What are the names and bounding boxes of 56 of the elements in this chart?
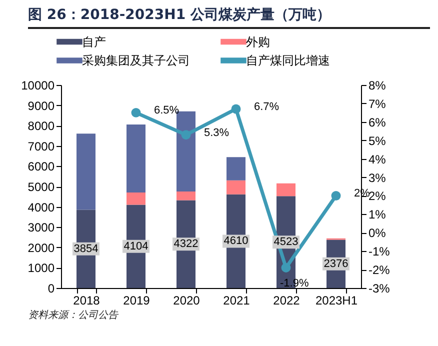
x-tick-label: 2022	[273, 294, 300, 308]
y2-tick-label: 0%	[368, 226, 386, 240]
data-label: 4322	[174, 238, 198, 250]
y-tick-label: 0	[48, 282, 55, 296]
bar	[176, 192, 196, 200]
y2-tick-label: 4%	[368, 152, 386, 166]
y2-tick-label: 7%	[368, 96, 386, 111]
data-label: 5.3%	[204, 126, 230, 139]
x-tick-label: 2018	[73, 294, 100, 308]
y-tick-label: 3000	[28, 220, 55, 235]
y2-tick-label: 6%	[368, 115, 386, 130]
point	[181, 130, 191, 140]
data-label: 4523	[274, 236, 298, 248]
data-label: 4610	[224, 235, 248, 248]
legend-label: 采购集团及其子公司	[82, 54, 190, 68]
data-label: 2376	[324, 258, 348, 270]
bar	[76, 134, 96, 210]
bar	[126, 124, 146, 193]
bar	[226, 180, 246, 194]
data-label: 4104	[124, 240, 148, 252]
y-tick-label: 7000	[28, 139, 55, 154]
y2-tick-label: 3%	[368, 170, 386, 185]
y-tick-label: 6000	[28, 160, 55, 174]
y-tick-label: 4000	[28, 200, 55, 214]
bar	[226, 157, 246, 180]
bar	[276, 183, 296, 196]
point	[281, 262, 291, 272]
x-tick-label: 2019	[123, 294, 150, 308]
y-tick-label: 9000	[28, 98, 55, 113]
legend-label: 自产	[82, 34, 106, 49]
x-tick-label: 2020	[173, 294, 200, 308]
point	[231, 104, 241, 114]
y2-tick-label: 5%	[368, 134, 386, 148]
chart-title: 图 26：2018-2023H1 公司煤炭产量（万吨）	[28, 6, 430, 29]
data-label: 6.5%	[154, 104, 180, 117]
point	[331, 190, 341, 200]
y2-tick-label: -1%	[368, 244, 390, 259]
y-tick-label: 8000	[28, 119, 55, 134]
point	[131, 108, 141, 118]
legend-label: 自产煤同比增速	[246, 54, 330, 68]
y2-tick-label: 1%	[368, 208, 386, 222]
x-tick-label: 2021	[223, 294, 250, 308]
data-label: 6.7%	[254, 100, 280, 113]
text: 资料来源：公司公告	[28, 308, 120, 322]
data-label: 3854	[74, 242, 98, 255]
y-tick-label: 1000	[28, 261, 55, 276]
y-tick-label: 10000	[21, 78, 55, 92]
x-tick-label: 2023H1	[315, 294, 358, 308]
y-tick-label: 2000	[28, 240, 55, 255]
legend-label: 外购	[246, 34, 270, 49]
y2-tick-label: 8%	[368, 78, 386, 92]
bar	[126, 192, 146, 205]
y2-tick-label: 2%	[368, 189, 386, 204]
y2-tick-label: -2%	[368, 263, 390, 278]
y-tick-label: 5000	[28, 180, 55, 194]
y2-tick-label: -3%	[368, 282, 390, 296]
